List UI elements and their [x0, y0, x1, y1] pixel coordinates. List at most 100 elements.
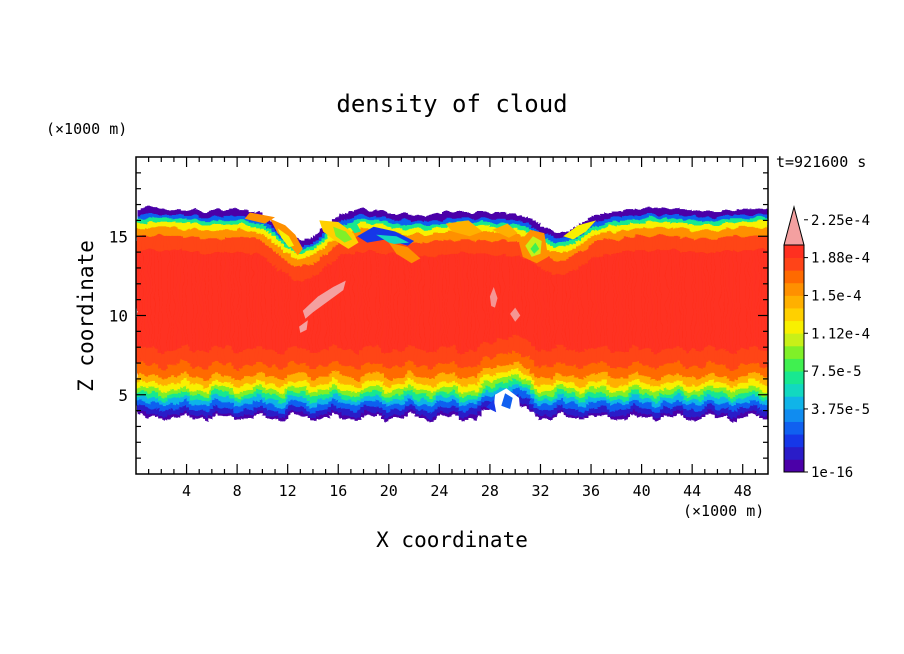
- field-cell: [404, 219, 409, 225]
- field-cell: [701, 238, 706, 254]
- field-cell: [284, 242, 289, 248]
- field-cell: [319, 413, 324, 419]
- field-cell: [467, 399, 472, 405]
- field-cell: [385, 221, 390, 226]
- field-cell: [161, 353, 166, 370]
- field-cell: [591, 400, 595, 408]
- field-cell: [442, 406, 447, 413]
- field-cell: [205, 352, 210, 369]
- field-cell: [625, 377, 630, 386]
- field-cell: [395, 389, 399, 395]
- field-cell: [426, 385, 431, 392]
- field-cell: [319, 235, 324, 241]
- field-cell: [749, 213, 753, 218]
- field-cell: [720, 387, 725, 393]
- field-cell: [474, 366, 478, 379]
- field-cell: [745, 249, 750, 349]
- field-cell: [161, 213, 166, 218]
- field-cell: [186, 400, 191, 408]
- field-cell: [714, 223, 719, 231]
- field-cell: [262, 242, 267, 258]
- field-cell: [603, 362, 608, 373]
- field-cell: [445, 212, 450, 219]
- field-cell: [189, 409, 194, 416]
- field-cell: [704, 386, 709, 392]
- field-cell: [654, 417, 658, 422]
- field-cell: [670, 208, 674, 215]
- field-cell: [553, 382, 557, 389]
- field-cell: [395, 376, 399, 385]
- field-cell: [426, 233, 431, 242]
- field-cell: [477, 412, 482, 416]
- field-cell: [477, 239, 482, 255]
- field-cell: [338, 363, 342, 376]
- field-cell: [749, 221, 753, 228]
- field-cell: [398, 219, 403, 225]
- field-cell: [338, 215, 342, 222]
- field-cell: [660, 249, 665, 351]
- field-cell: [170, 387, 175, 395]
- field-cell: [224, 362, 229, 375]
- cloud-structure: [277, 228, 294, 248]
- field-cell: [338, 402, 342, 409]
- field-cell: [161, 392, 166, 399]
- field-cell: [458, 390, 463, 396]
- field-cell: [312, 275, 317, 353]
- field-cell: [303, 362, 308, 375]
- field-cell: [373, 380, 377, 388]
- field-cell: [436, 255, 440, 349]
- field-cell: [556, 273, 561, 346]
- field-cell: [698, 416, 703, 420]
- field-cell: [407, 409, 412, 413]
- field-cell: [338, 396, 342, 403]
- field-cell: [515, 219, 519, 225]
- field-cell: [218, 406, 222, 413]
- field-cell: [300, 258, 305, 268]
- field-cell: [474, 212, 478, 219]
- field-cell: [493, 379, 497, 386]
- field-cell: [167, 235, 172, 251]
- x-tick-label: 20: [380, 482, 398, 500]
- field-cell: [328, 390, 333, 398]
- field-cell: [360, 209, 365, 216]
- field-cell: [445, 412, 450, 416]
- field-cell: [758, 383, 763, 390]
- field-cell: [439, 380, 444, 388]
- field-cell: [518, 390, 523, 398]
- field-cell: [720, 363, 725, 376]
- field-cell: [325, 233, 330, 239]
- field-cell: [647, 208, 652, 215]
- field-cell: [458, 410, 463, 418]
- field-cell: [515, 387, 519, 395]
- field-cell: [685, 236, 690, 252]
- field-cell: [565, 272, 570, 351]
- field-cell: [755, 406, 760, 413]
- field-cell: [328, 346, 333, 363]
- field-cell: [717, 215, 722, 221]
- field-cell: [391, 222, 396, 228]
- field-cell: [755, 221, 760, 228]
- field-cell: [537, 366, 542, 379]
- field-cell: [470, 376, 475, 385]
- field-cell: [417, 233, 421, 244]
- field-cell: [707, 379, 712, 386]
- field-cell: [758, 415, 763, 419]
- field-cell: [597, 396, 602, 402]
- field-cell: [268, 389, 273, 396]
- field-cell: [145, 226, 150, 236]
- field-cell: [489, 369, 494, 378]
- field-cell: [306, 389, 311, 395]
- field-cell: [666, 226, 671, 236]
- field-cell: [486, 340, 491, 358]
- field-cell: [723, 223, 728, 231]
- field-cell: [733, 367, 737, 379]
- field-cell: [594, 256, 598, 349]
- field-cell: [698, 350, 703, 369]
- field-cell: [515, 223, 519, 229]
- field-cell: [252, 382, 257, 388]
- field-cell: [215, 399, 219, 406]
- field-cell: [726, 215, 731, 221]
- field-cell: [344, 409, 349, 416]
- field-cell: [395, 399, 399, 405]
- field-cell: [546, 376, 551, 385]
